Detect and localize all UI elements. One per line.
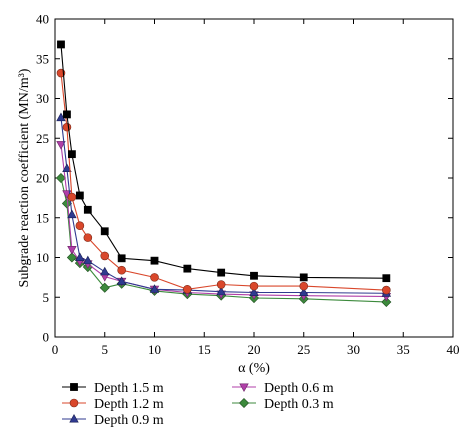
x-tick-label: 40 [447, 342, 460, 357]
series-1 [56, 68, 391, 295]
legend-item: Depth 0.9 m [62, 413, 164, 428]
data-point [116, 276, 127, 285]
series-line [60, 44, 387, 279]
data-point [66, 252, 77, 263]
legend-marker [239, 383, 249, 393]
y-tick-label: 0 [43, 330, 50, 345]
x-tick-label: 15 [198, 342, 211, 357]
data-point [382, 274, 391, 283]
data-point [75, 191, 84, 200]
x-tick-label: 5 [102, 342, 109, 357]
data-point [299, 287, 309, 296]
series-2 [56, 112, 392, 297]
series-line [60, 117, 387, 294]
y-tick-label: 10 [36, 250, 49, 265]
x-tick-label: 35 [397, 342, 410, 357]
x-tick-label: 10 [148, 342, 161, 357]
legend-label: Depth 1.2 m [94, 397, 164, 412]
data-point [56, 141, 66, 150]
data-point [100, 251, 110, 261]
data-point [62, 122, 72, 132]
legend-label: Depth 1.5 m [94, 381, 164, 396]
legend-marker [238, 397, 250, 409]
series-0 [57, 40, 391, 283]
series-layer [55, 40, 392, 308]
y-tick-label: 15 [36, 210, 49, 225]
legend-item: Depth 1.5 m [62, 381, 164, 396]
data-point [150, 256, 159, 265]
y-tick-label: 30 [36, 91, 49, 106]
data-point [183, 284, 192, 294]
y-tick-label: 40 [36, 12, 49, 27]
data-point [83, 255, 93, 265]
data-point [55, 172, 66, 184]
legend-marker [69, 413, 79, 423]
data-point [99, 282, 110, 293]
data-point [216, 280, 226, 289]
data-point [67, 246, 77, 255]
x-tick-label: 0 [52, 342, 59, 357]
legend-label: Depth 0.3 m [264, 397, 334, 412]
data-point [62, 163, 72, 172]
data-point [100, 266, 110, 276]
y-tick-label: 5 [43, 290, 50, 305]
x-axis-label: α (%) [238, 361, 270, 376]
data-point [249, 287, 259, 296]
data-point [299, 273, 308, 282]
data-point [83, 233, 93, 242]
y-tick-label: 25 [36, 131, 49, 146]
legend-marker [69, 398, 79, 408]
data-point [67, 192, 77, 202]
data-point [117, 265, 126, 275]
x-tick-label: 30 [347, 342, 360, 357]
x-tick-label: 20 [248, 342, 261, 357]
legend-item: Depth 0.6 m [232, 381, 334, 396]
data-point [249, 281, 259, 291]
data-point [100, 227, 109, 236]
legend-item: Depth 0.3 m [232, 397, 334, 412]
legend-item: Depth 1.2 m [62, 397, 164, 412]
data-point [250, 271, 258, 280]
data-point [83, 205, 92, 214]
data-point [382, 285, 391, 295]
series-line [60, 73, 387, 291]
x-tick-label: 25 [297, 342, 310, 357]
data-point [150, 273, 159, 282]
data-point [183, 264, 192, 273]
data-point [216, 286, 226, 296]
data-point [217, 268, 226, 277]
legend-label: Depth 0.9 m [94, 413, 164, 428]
y-tick-label: 20 [36, 171, 49, 186]
data-point [57, 40, 65, 49]
axis-ticks: 0 5 10 15 20 25 30 35 40 0 5 10 15 20 25 30 35 40 [36, 12, 460, 358]
data-point [75, 252, 85, 262]
legend-label: Depth 0.6 m [264, 381, 334, 396]
data-point [68, 150, 76, 159]
data-point [67, 209, 77, 219]
y-axis-label: Subgrade reaction coefficient (MN/m³) [17, 68, 32, 287]
data-point [63, 110, 71, 119]
data-point [75, 221, 85, 230]
data-point [117, 254, 126, 263]
legend-marker [70, 383, 78, 391]
series-3 [56, 141, 392, 302]
data-point [381, 296, 392, 308]
y-tick-label: 35 [36, 51, 49, 66]
data-point [299, 281, 309, 291]
data-point [149, 284, 160, 293]
